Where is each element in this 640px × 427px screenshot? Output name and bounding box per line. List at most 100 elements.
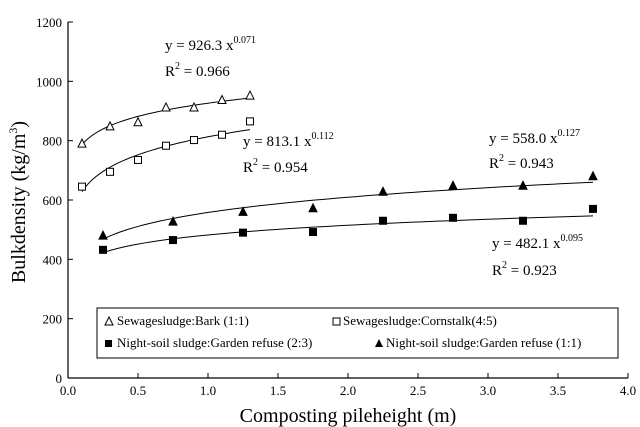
equation-garden-1-1-r2-sup: 2 xyxy=(499,153,504,164)
legend-label-garden-2-3: Night-soil sludge:Garden refuse (2:3) xyxy=(117,335,312,350)
data-point-series-3 xyxy=(168,216,178,226)
equation-garden-1-1: y = 558.0 x0.127 R2 = 0.943 xyxy=(489,128,580,172)
data-point-series-0 xyxy=(245,89,255,100)
x-tick-label: 2.0 xyxy=(340,383,356,398)
equation-garden-1-1-exponent: 0.127 xyxy=(557,128,580,139)
equation-bark: y = 926.3 x0.071 R2 = 0.966 xyxy=(165,35,256,80)
y-axis-title-superscript: 3 xyxy=(6,128,20,134)
legend-label-cornstalk: Sewagesludge:Cornstalk(4:5) xyxy=(343,313,497,328)
data-point-series-3 xyxy=(518,180,528,190)
y-axis-title-main: Bulkdensity (kg/m xyxy=(8,133,30,283)
data-point-series-2 xyxy=(519,216,527,225)
equation-bark-main: y = 926.3 x xyxy=(165,38,234,54)
legend-box xyxy=(96,307,619,359)
equation-garden-2-3-r2-label: R xyxy=(492,263,502,279)
equation-garden-2-3-formula: y = 482.1 x0.095 xyxy=(492,233,583,252)
x-tick-label: 0.0 xyxy=(60,383,76,398)
data-point-series-0 xyxy=(133,116,143,127)
equation-garden-2-3-main: y = 482.1 x xyxy=(492,236,561,252)
data-point-series-0 xyxy=(189,101,199,112)
data-point-series-0 xyxy=(217,94,227,105)
x-tick-label: 3.0 xyxy=(480,383,496,398)
filled-triangle-marker-icon xyxy=(375,339,383,347)
legend-entry-cornstalk: Sewagesludge:Cornstalk(4:5) xyxy=(332,313,497,328)
x-tick-label: 0.5 xyxy=(130,383,146,398)
data-point-series-0 xyxy=(77,138,87,148)
equation-garden-2-3-exponent: 0.095 xyxy=(560,233,583,244)
y-tick-label: 1000 xyxy=(36,74,62,89)
equation-bark-formula: y = 926.3 x0.071 xyxy=(165,35,256,54)
equation-garden-1-1-r2-value: = 0.943 xyxy=(504,156,554,172)
x-tick-label: 1.0 xyxy=(200,383,216,398)
equation-garden-1-1-r2-label: R xyxy=(489,156,499,172)
fit-curve-series-2 xyxy=(102,215,594,254)
data-point-series-1 xyxy=(190,136,198,145)
data-point-series-3 xyxy=(238,206,248,216)
data-point-series-2 xyxy=(309,228,317,237)
legend-label-garden-1-1: Night-soil sludge:Garden refuse (1:1) xyxy=(386,335,581,350)
equation-cornstalk-r2-value: = 0.954 xyxy=(258,160,308,176)
equation-garden-1-1-formula: y = 558.0 x0.127 xyxy=(489,128,580,147)
x-tick-label: 4.0 xyxy=(620,383,636,398)
data-point-series-3 xyxy=(98,229,108,240)
y-tick-label: 600 xyxy=(43,193,63,208)
fit-curve-series-3 xyxy=(102,181,594,240)
data-point-series-2 xyxy=(589,204,597,213)
data-point-series-1 xyxy=(218,130,226,139)
x-axis-ticks: 0.0 0.5 1.0 1.5 2.0 2.5 3.0 3.5 4.0 xyxy=(60,373,636,398)
y-tick-label: 400 xyxy=(43,252,63,267)
equation-cornstalk-r2: R2 = 0.954 xyxy=(243,157,308,176)
y-tick-label: 1200 xyxy=(36,15,62,30)
data-point-series-2 xyxy=(449,213,457,222)
data-point-series-3 xyxy=(588,170,598,181)
y-axis-title-close: ) xyxy=(8,121,30,128)
equation-garden-1-1-r2: R2 = 0.943 xyxy=(489,153,554,172)
x-tick-label: 3.5 xyxy=(550,383,566,398)
equation-garden-2-3: y = 482.1 x0.095 R2 = 0.923 xyxy=(492,233,583,279)
data-point-series-2 xyxy=(239,228,247,237)
equation-bark-exponent: 0.071 xyxy=(233,35,256,46)
y-axis-title: Bulkdensity (kg/m3) xyxy=(6,121,30,283)
open-square-marker-icon xyxy=(332,317,341,326)
legend: Sewagesludge:Bark (1:1) Sewagesludge:Cor… xyxy=(96,307,619,359)
filled-square-marker-icon xyxy=(105,340,112,347)
legend-label-bark: Sewagesludge:Bark (1:1) xyxy=(117,313,249,328)
equation-bark-r2-value: = 0.966 xyxy=(180,64,230,80)
fit-curves xyxy=(81,97,594,254)
open-triangle-marker-icon xyxy=(104,315,114,326)
y-tick-label: 0 xyxy=(56,371,63,386)
data-point-series-1 xyxy=(162,141,170,150)
data-point-series-1 xyxy=(246,117,254,126)
data-point-series-1 xyxy=(78,182,86,191)
legend-entry-garden-2-3: Night-soil sludge:Garden refuse (2:3) xyxy=(105,335,312,350)
equation-cornstalk-exponent: 0.112 xyxy=(311,131,333,142)
equation-garden-2-3-r2-sup: 2 xyxy=(502,260,507,271)
equation-garden-1-1-main: y = 558.0 x xyxy=(489,131,558,147)
equation-bark-r2-label: R xyxy=(165,64,175,80)
data-point-series-1 xyxy=(134,155,142,164)
data-point-series-2 xyxy=(99,245,107,254)
equation-garden-2-3-r2: R2 = 0.923 xyxy=(492,260,557,279)
x-tick-label: 2.5 xyxy=(410,383,426,398)
x-tick-label: 1.5 xyxy=(270,383,286,398)
x-axis-title: Composting pileheight (m) xyxy=(240,405,457,427)
equation-cornstalk-formula: y = 813.1 x0.112 xyxy=(243,131,334,150)
data-point-series-3 xyxy=(378,186,388,196)
y-tick-label: 800 xyxy=(43,134,63,149)
data-markers xyxy=(77,89,598,254)
data-point-series-3 xyxy=(448,180,458,190)
legend-entry-bark: Sewagesludge:Bark (1:1) xyxy=(104,313,249,328)
y-tick-label: 200 xyxy=(43,312,63,327)
equation-cornstalk-r2-sup: 2 xyxy=(253,157,258,168)
equation-cornstalk-main: y = 813.1 x xyxy=(243,134,312,150)
fit-curve-series-1 xyxy=(81,129,251,192)
equation-cornstalk-r2-label: R xyxy=(243,160,253,176)
data-point-series-3 xyxy=(308,202,318,213)
data-point-series-0 xyxy=(161,101,171,112)
equation-bark-r2-sup: 2 xyxy=(175,61,180,72)
data-point-series-2 xyxy=(169,236,177,245)
data-point-series-0 xyxy=(105,120,115,131)
legend-entry-garden-1-1: Night-soil sludge:Garden refuse (1:1) xyxy=(375,335,581,350)
equation-bark-r2: R2 = 0.966 xyxy=(165,61,230,80)
